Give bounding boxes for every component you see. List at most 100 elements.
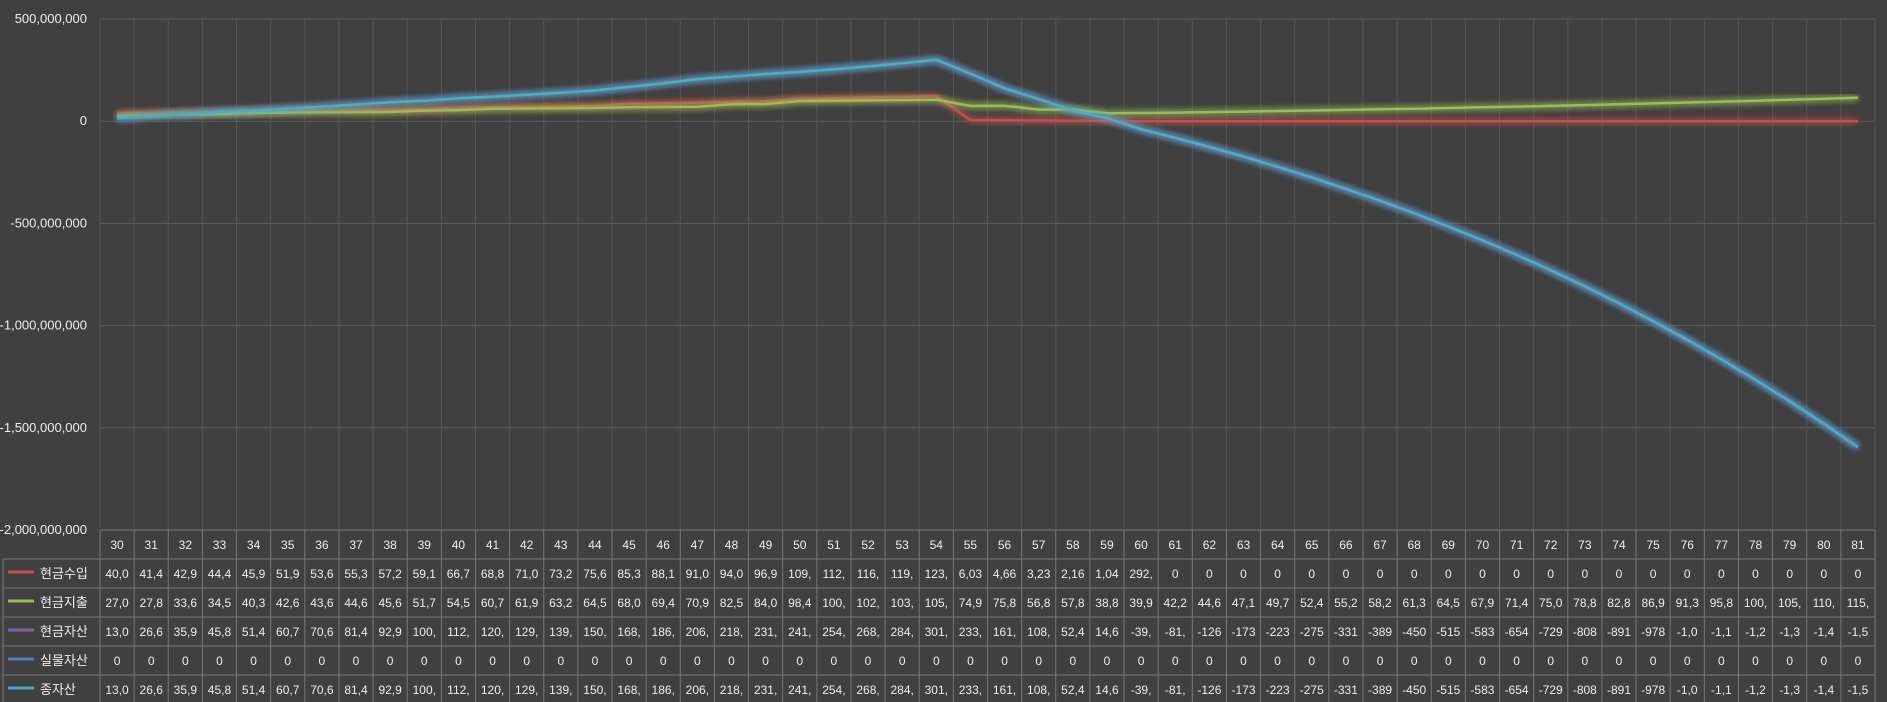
data-label: 0 [1377, 654, 1384, 668]
data-label: 0 [1308, 567, 1315, 581]
data-label: 0 [899, 654, 906, 668]
data-label: 0 [1377, 567, 1384, 581]
series-lines [117, 58, 1859, 449]
data-label: -654 [1505, 683, 1529, 697]
data-label: -1,3 [1779, 683, 1800, 697]
data-label: -389 [1368, 625, 1392, 639]
data-label: -331 [1334, 683, 1358, 697]
data-label: 70,6 [310, 625, 334, 639]
data-label: 301, [925, 683, 948, 697]
data-label: 0 [455, 654, 462, 668]
data-label: 81,4 [344, 625, 368, 639]
data-label: 2,16 [1061, 567, 1085, 581]
series-line-5 [117, 58, 1859, 449]
x-tick-label: 36 [315, 538, 329, 552]
data-label: -39, [1131, 683, 1152, 697]
data-label: 84,0 [754, 596, 778, 610]
x-tick-label: 46 [657, 538, 671, 552]
x-tick-label: 69 [1442, 538, 1456, 552]
data-label: 33,6 [174, 596, 198, 610]
data-label: 0 [1650, 567, 1657, 581]
data-label: 40,3 [242, 596, 266, 610]
data-label: 60,7 [276, 625, 300, 639]
data-label: 0 [626, 654, 633, 668]
y-tick-label: -1,500,000,000 [0, 420, 87, 435]
data-label: 0 [1104, 654, 1111, 668]
data-label: 206, [686, 625, 709, 639]
data-label: 45,9 [242, 567, 266, 581]
data-label: 44,4 [208, 567, 232, 581]
data-label: 63,2 [549, 596, 573, 610]
data-label: -654 [1505, 625, 1529, 639]
data-label: 139, [549, 625, 572, 639]
data-label: 231, [754, 625, 777, 639]
data-label: 0 [1820, 567, 1827, 581]
data-label: 53,6 [310, 567, 334, 581]
data-label: -1,2 [1745, 625, 1766, 639]
data-label: -275 [1300, 683, 1324, 697]
data-label: 0 [1752, 567, 1759, 581]
x-tick-label: 50 [793, 538, 807, 552]
data-label: 27,8 [140, 596, 164, 610]
data-label: -1,5 [1848, 683, 1869, 697]
data-label: 105, [925, 596, 948, 610]
data-label: -450 [1402, 683, 1426, 697]
x-tick-label: 32 [179, 538, 193, 552]
data-label: -173 [1231, 683, 1255, 697]
y-tick-label: -2,000,000,000 [0, 522, 87, 537]
data-label: -515 [1436, 625, 1460, 639]
x-tick-label: 41 [486, 538, 500, 552]
data-label: 55,2 [1334, 596, 1358, 610]
data-label: 47,1 [1232, 596, 1256, 610]
data-label: 39,9 [1129, 596, 1153, 610]
x-tick-label: 34 [247, 538, 261, 552]
data-label: 150, [583, 625, 606, 639]
data-label: 0 [728, 654, 735, 668]
data-label: 218, [720, 625, 743, 639]
data-label: 161, [993, 683, 1016, 697]
data-label: 42,9 [174, 567, 198, 581]
data-label: 0 [114, 654, 121, 668]
data-label: 45,6 [378, 596, 402, 610]
data-label: 58,2 [1368, 596, 1392, 610]
data-label: 55,3 [344, 567, 368, 581]
data-label: 81,4 [344, 683, 368, 697]
x-tick-label: 30 [110, 538, 124, 552]
data-label: 102, [856, 596, 879, 610]
data-label: 57,8 [1061, 596, 1085, 610]
data-label: 206, [686, 683, 709, 697]
data-label: -331 [1334, 625, 1358, 639]
data-label: 96,9 [754, 567, 778, 581]
x-tick-label: 45 [622, 538, 636, 552]
data-label: 0 [1445, 567, 1452, 581]
x-tick-label: 31 [145, 538, 159, 552]
data-label: 64,5 [1437, 596, 1461, 610]
data-label: -1,4 [1813, 683, 1834, 697]
data-label: 100, [413, 683, 436, 697]
data-label: 35,9 [174, 683, 198, 697]
data-label: 0 [284, 654, 291, 668]
data-label: -1,1 [1711, 625, 1732, 639]
data-label: 42,6 [276, 596, 300, 610]
data-label: 0 [1274, 567, 1281, 581]
data-label: 0 [1172, 654, 1179, 668]
data-label: 0 [1786, 567, 1793, 581]
data-label: 116, [857, 567, 879, 581]
x-tick-label: 47 [691, 538, 705, 552]
x-tick-label: 67 [1373, 538, 1387, 552]
data-label: 51,9 [276, 567, 300, 581]
data-label: -126 [1197, 625, 1221, 639]
x-tick-label: 60 [1134, 538, 1148, 552]
data-label: 0 [216, 654, 223, 668]
data-label: 49,7 [1266, 596, 1290, 610]
data-label: 161, [993, 625, 1016, 639]
data-label: 0 [250, 654, 257, 668]
data-label: -1,2 [1745, 683, 1766, 697]
data-label: 0 [1616, 567, 1623, 581]
data-label: 0 [1308, 654, 1315, 668]
data-label: -1,4 [1813, 625, 1834, 639]
data-label: 0 [1001, 654, 1008, 668]
data-label: 0 [1138, 654, 1145, 668]
x-tick-label: 74 [1612, 538, 1626, 552]
data-label: 284, [890, 683, 913, 697]
